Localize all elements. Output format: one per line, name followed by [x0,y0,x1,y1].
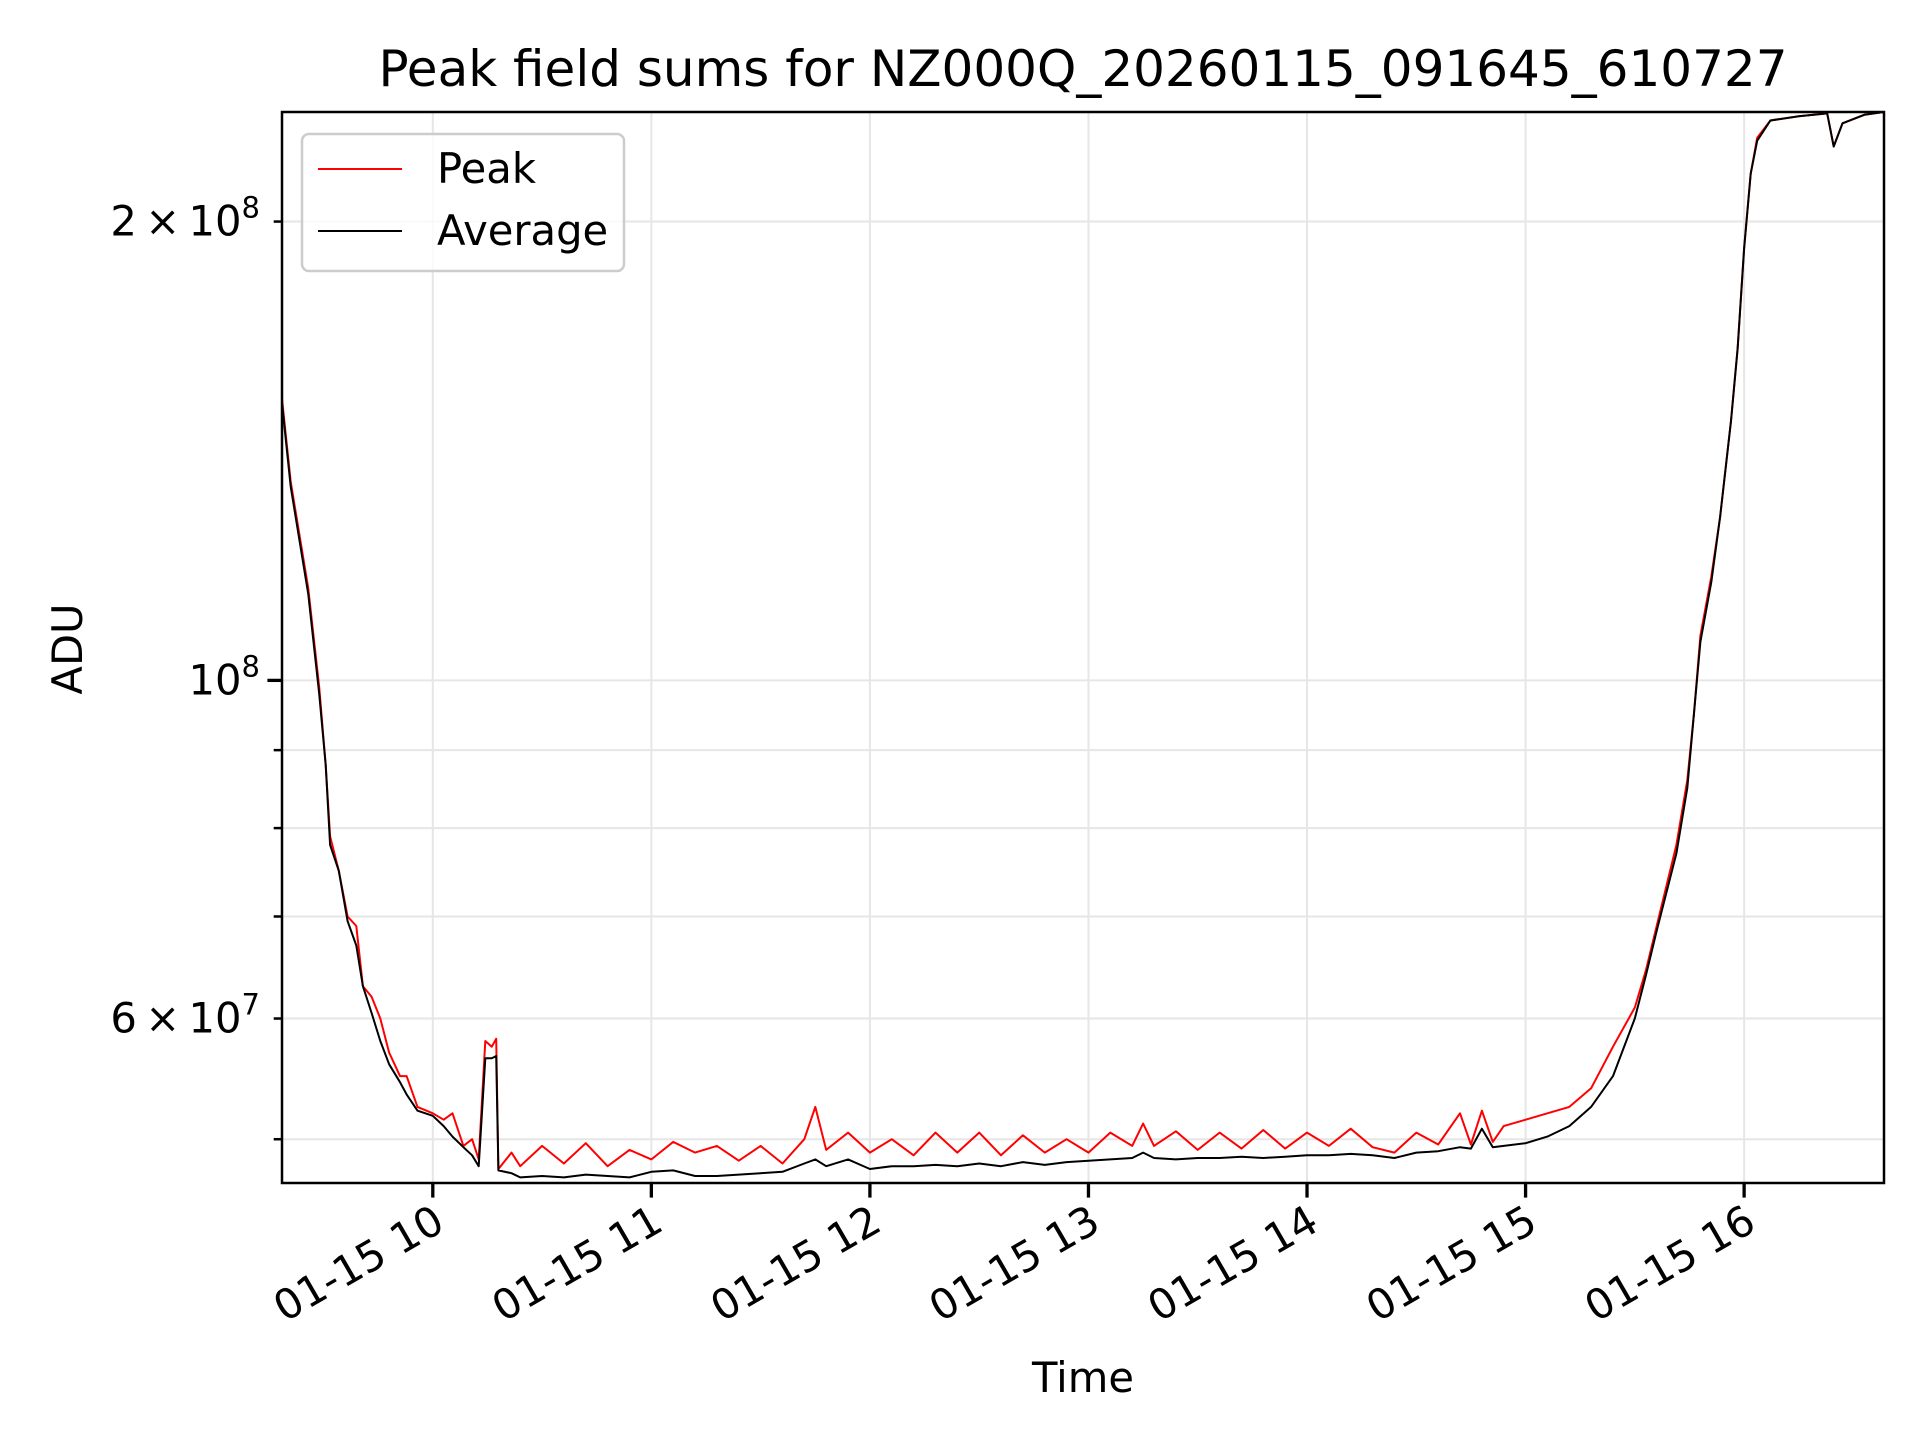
axes-frame [280,110,1886,1185]
legend-label-peak: Peak [437,144,537,193]
legend-label-average: Average [437,206,608,255]
series-line-peak [282,112,1884,1170]
y-tick-label: 108 [189,649,261,704]
y-axis-label: ADU [43,603,92,694]
plot-area [282,112,1884,1179]
legend: Peak Average [300,132,626,273]
grid [282,112,1884,1183]
x-axis-label: Time [1031,1353,1134,1402]
chart-title: Peak field sums for NZ000Q_20260115_0916… [378,40,1787,98]
y-tick-label: 2 × 108 [110,191,260,246]
series-line-average [282,112,1884,1179]
y-tick-label: 6 × 107 [110,988,260,1043]
